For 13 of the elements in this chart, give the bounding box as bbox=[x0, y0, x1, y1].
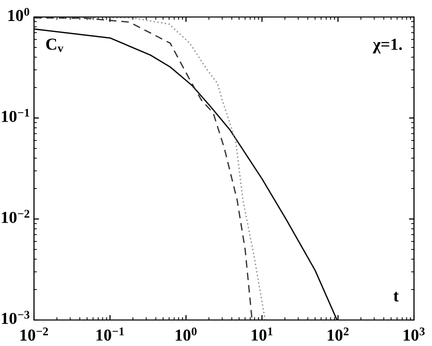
annotation: t bbox=[394, 292, 399, 302]
annotation: C$_{v}$ bbox=[46, 38, 64, 52]
x-tick-label: 10$^{−1}$ bbox=[96, 327, 124, 341]
x-tick-label: 10$^{−2}$ bbox=[20, 327, 48, 341]
annotation: χ=1. bbox=[372, 38, 402, 54]
y-tick-label: 10$^{0}$ bbox=[8, 8, 30, 22]
y-tick-label: 10$^{−2}$ bbox=[2, 210, 30, 224]
x-tick-label: 10$^{3}$ bbox=[404, 327, 425, 341]
x-tick-label: 10$^{2}$ bbox=[328, 327, 349, 341]
y-tick-label: 10$^{−3}$ bbox=[2, 310, 30, 324]
x-tick-label: 10$^{1}$ bbox=[252, 327, 272, 341]
y-tick-label: 10$^{−1}$ bbox=[2, 108, 30, 122]
x-tick-label: 10$^{0}$ bbox=[176, 327, 197, 341]
